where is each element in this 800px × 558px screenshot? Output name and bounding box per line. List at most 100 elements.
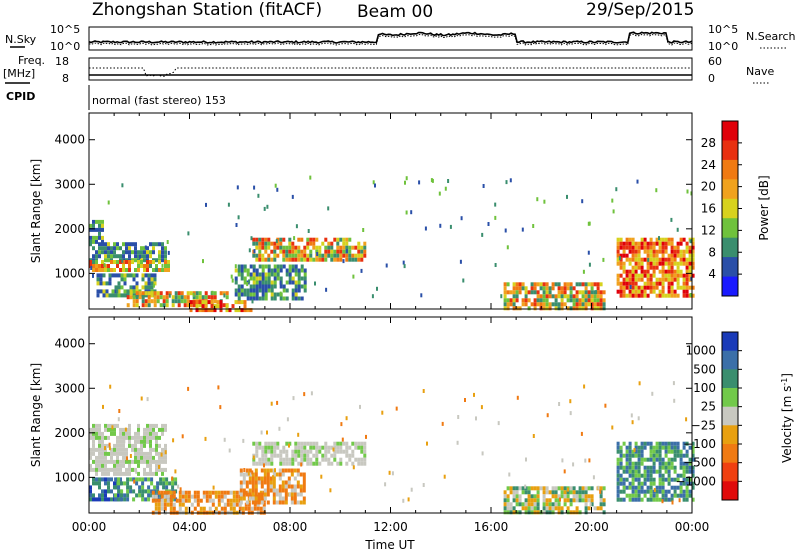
heatmap-cell (237, 292, 241, 297)
heatmap-cell (276, 268, 280, 273)
heatmap-cell (569, 502, 573, 507)
heatmap-cell (336, 441, 340, 446)
heatmap-cell (212, 485, 215, 490)
heatmap-cell (572, 498, 576, 503)
heatmap-cell (658, 465, 662, 470)
heatmap-cell (98, 250, 101, 255)
heatmap-cell (345, 249, 348, 254)
heatmap-cell (616, 441, 620, 446)
heatmap-cell (155, 242, 158, 247)
heatmap-cell (140, 443, 143, 448)
heatmap-cell (303, 392, 306, 397)
colorbar-tick-label: 28 (701, 136, 716, 150)
heatmap-cell (640, 453, 644, 458)
heatmap-cell (652, 249, 656, 254)
heatmap-cell (113, 467, 116, 472)
heatmap-cell (99, 281, 103, 286)
heatmap-cell (101, 235, 104, 240)
heatmap-cell (122, 254, 125, 259)
heatmap-cell (260, 476, 264, 481)
heatmap-cell (300, 257, 304, 262)
heatmap-cell (132, 273, 136, 278)
heatmap-cell (89, 497, 92, 502)
heatmap-cell (238, 502, 242, 507)
heatmap-cell (515, 502, 519, 507)
heatmap-cell (619, 473, 623, 478)
heatmap-cell (158, 435, 161, 440)
heatmap-cell (333, 453, 337, 458)
heatmap-cell (276, 187, 279, 192)
heatmap-cell (303, 268, 307, 273)
heatmap-cell (306, 461, 310, 466)
heatmap-cell (691, 485, 695, 490)
heatmap-cell (249, 292, 253, 297)
heatmap-cell (291, 292, 295, 297)
heatmap-cell (253, 249, 256, 254)
heatmap-cell (533, 282, 537, 287)
heatmap-cell (291, 194, 294, 199)
heatmap-cell (634, 245, 638, 250)
heatmap-cell (101, 477, 104, 482)
heatmap-cell (655, 493, 659, 498)
heatmap-cell (631, 249, 635, 254)
heatmap-cell (252, 280, 256, 285)
heatmap-cell (92, 443, 95, 448)
heatmap-cell (270, 453, 274, 458)
heatmap-cell (578, 494, 582, 499)
heatmap-cell (551, 486, 555, 491)
heatmap-cell (525, 457, 527, 462)
heatmap-cell (264, 449, 268, 454)
heatmap-cell (231, 278, 234, 283)
heatmap-cell (102, 404, 104, 409)
heatmap-cell (149, 463, 152, 468)
heatmap-cell (113, 443, 116, 448)
heatmap-cell (217, 502, 221, 507)
heatmap-cell (524, 286, 528, 291)
heatmap-cell (587, 294, 591, 299)
heatmap-cell (682, 477, 686, 482)
heatmap-cell (640, 485, 644, 490)
heatmap-cell (114, 497, 118, 502)
heatmap-cell (214, 490, 218, 495)
heatmap-cell (527, 494, 531, 499)
x-tick-label: 20:00 (574, 520, 609, 534)
heatmap-cell (125, 451, 128, 456)
heatmap-cell (137, 268, 140, 272)
heatmap-cell (542, 506, 546, 511)
heatmap-cell (146, 260, 149, 264)
heatmap-cell (332, 447, 335, 452)
heatmap-cell (640, 473, 644, 478)
heatmap-cell (685, 257, 689, 262)
heatmap-cell (294, 280, 298, 285)
heatmap-cell (101, 467, 104, 472)
heatmap-cell (98, 431, 101, 436)
heatmap-cell (652, 261, 656, 266)
heatmap-cell (563, 498, 567, 503)
heatmap-cell (676, 285, 680, 290)
heatmap-cell (527, 490, 531, 495)
heatmap-cell (584, 306, 588, 311)
heatmap-cell (98, 481, 101, 486)
heatmap-cell (590, 294, 594, 299)
heatmap-cell (294, 284, 298, 289)
heatmap-cell (688, 477, 692, 482)
heatmap-cell (174, 295, 178, 300)
heatmap-cell (98, 497, 101, 502)
heatmap-cell (107, 254, 110, 259)
colorbar-block (722, 350, 738, 370)
heatmap-cell (348, 253, 352, 258)
heatmap-cell (628, 493, 632, 498)
heatmap-cell (110, 459, 113, 464)
heatmap-cell (649, 493, 653, 498)
heatmap-cell (278, 472, 282, 477)
heatmap-cell (261, 296, 265, 301)
heatmap-cell (360, 445, 364, 450)
heatmap-cell (119, 435, 122, 440)
heatmap-cell (294, 249, 298, 254)
heatmap-cell (229, 498, 233, 503)
heatmap-cell (107, 489, 110, 494)
heatmap-cell (147, 477, 151, 482)
y-tick-label: 1000 (54, 470, 85, 484)
heatmap-cell (327, 245, 331, 250)
